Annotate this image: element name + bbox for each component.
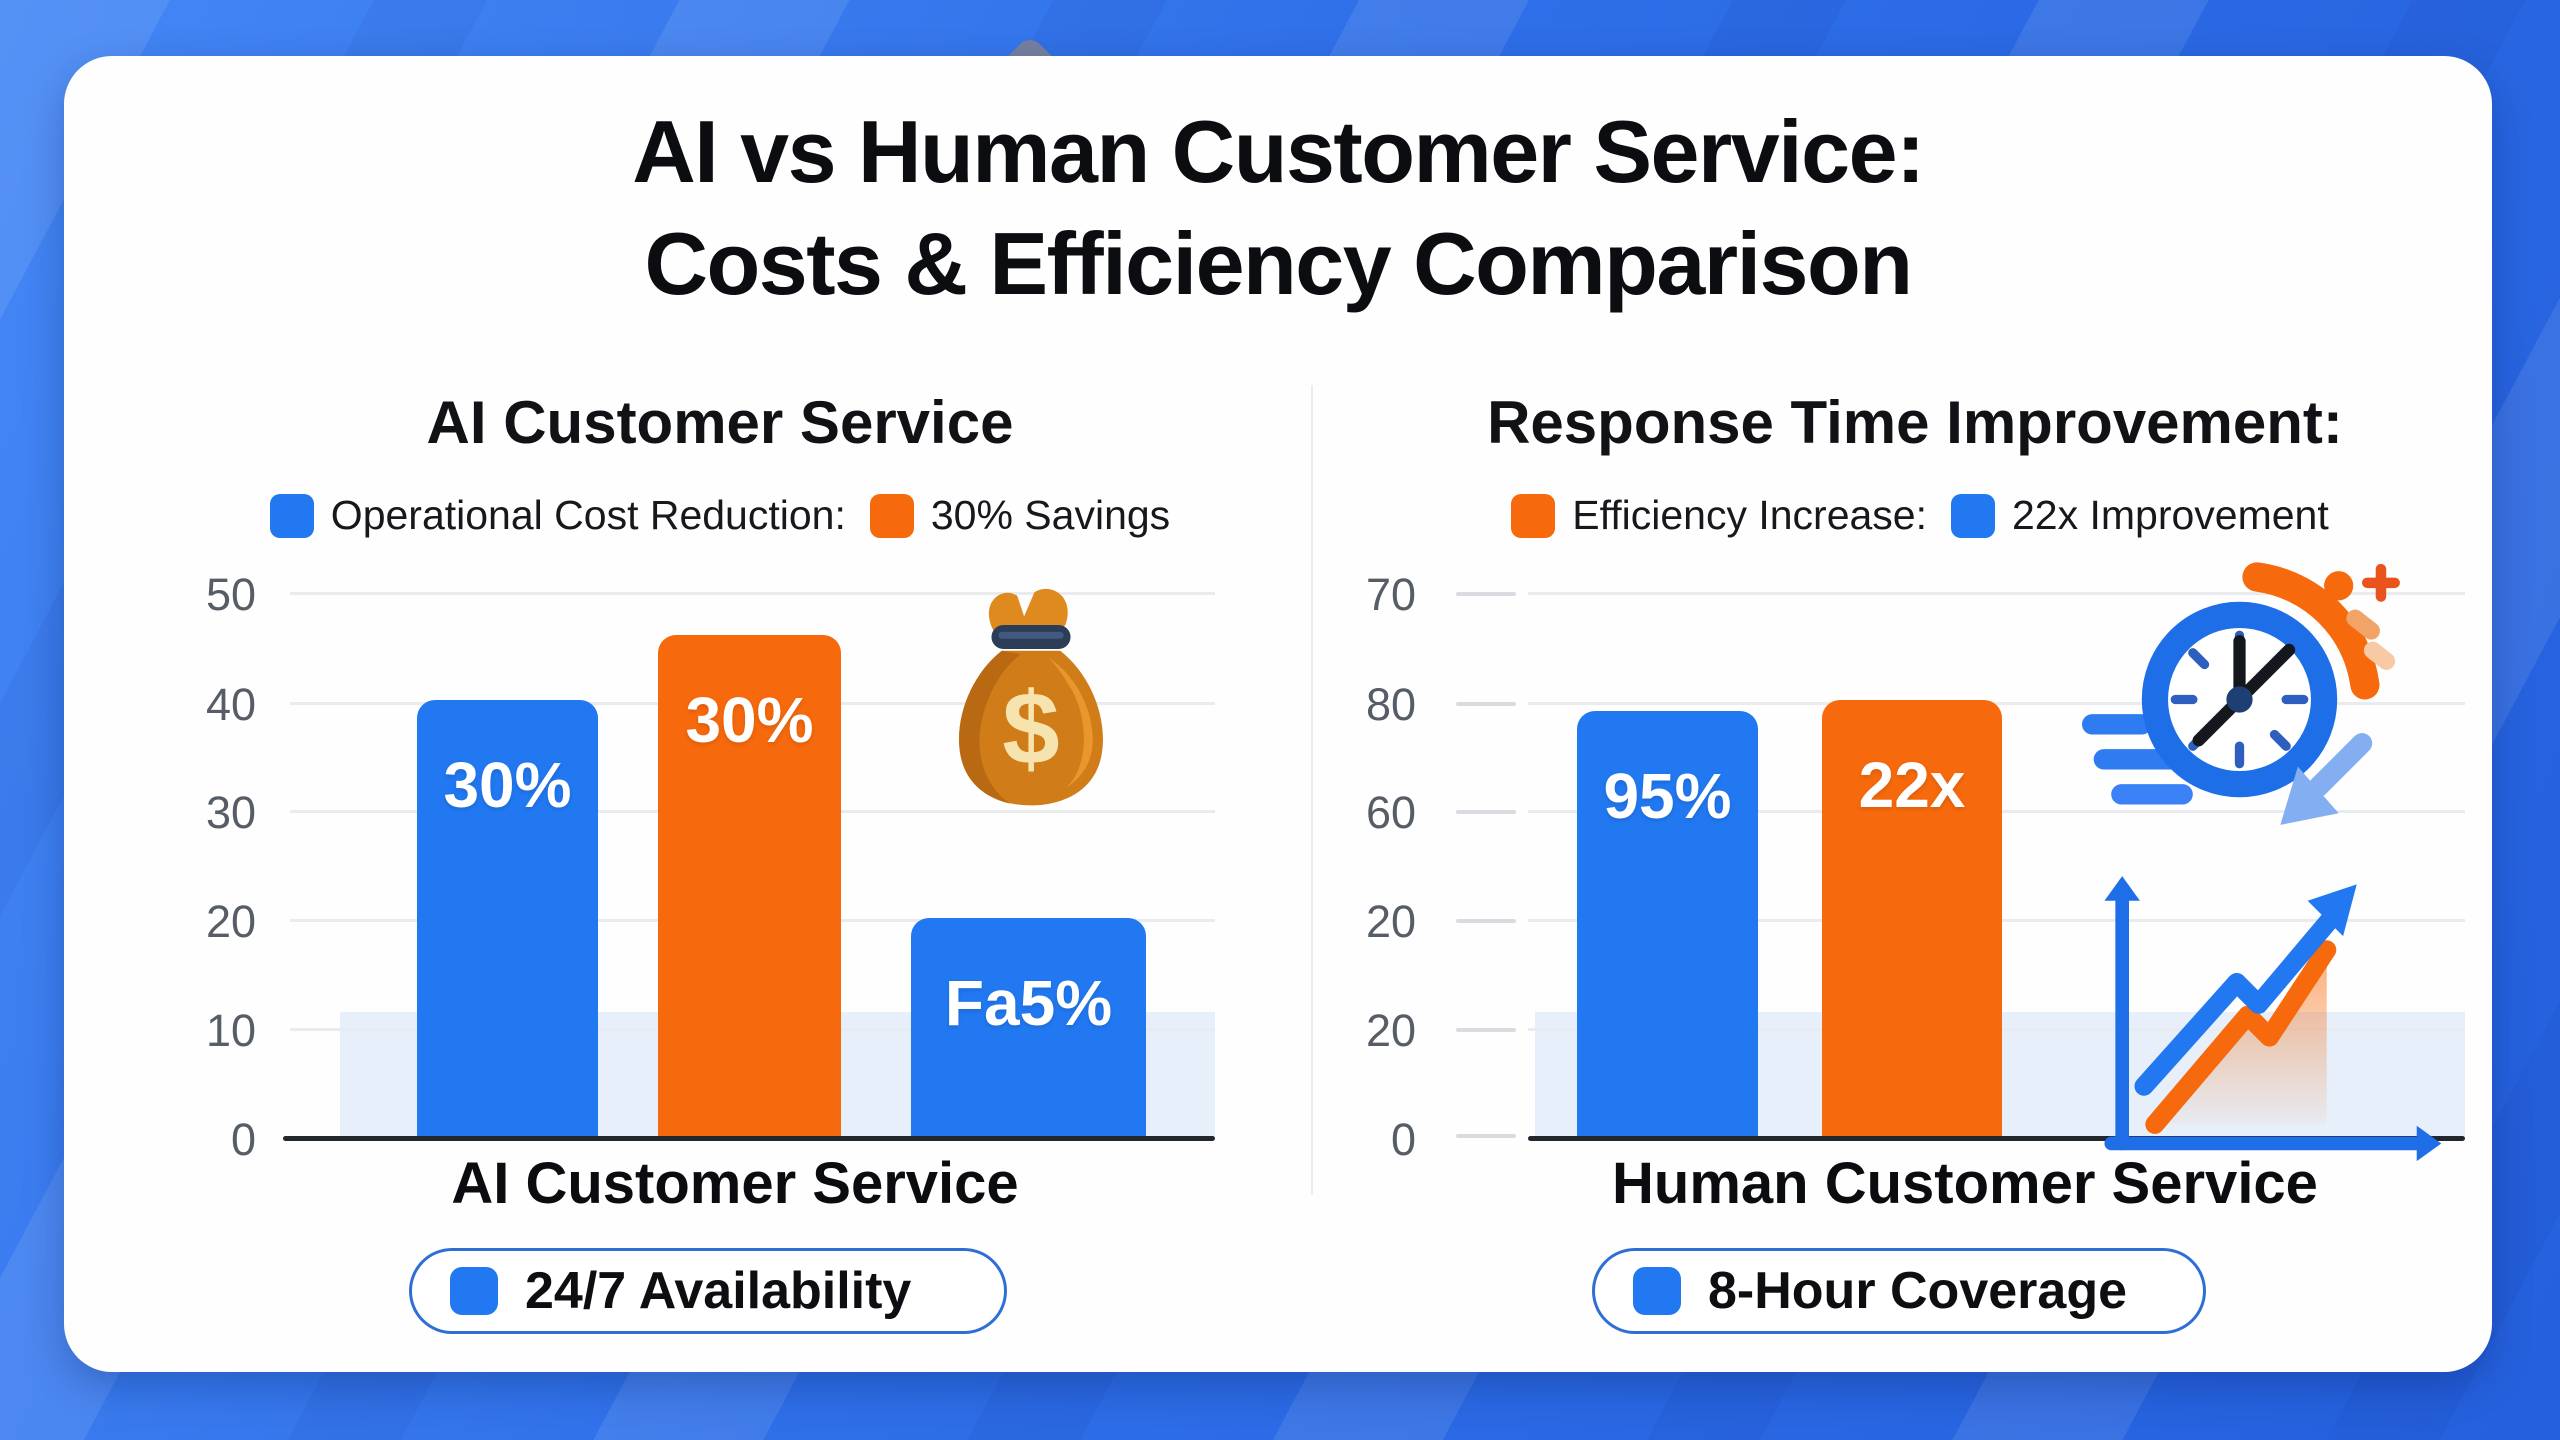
y-axis-tick: 70 (1365, 569, 1416, 620)
main-title-line1: AI vs Human Customer Service: (632, 102, 1925, 201)
panel-divider (1311, 385, 1313, 1195)
y-axis-tick: 80 (1365, 679, 1416, 730)
availability-badge: 24/7 Availability (409, 1248, 1007, 1334)
left-legend: Operational Cost Reduction: 30% Savings (180, 492, 1260, 539)
x-axis-line (1528, 1136, 2465, 1141)
right-legend: Efficiency Increase: 22x Improvement (1400, 492, 2440, 539)
main-title: AI vs Human Customer Service: Costs & Ef… (64, 96, 2492, 320)
right-panel-title: Response Time Improvement: (1487, 389, 2343, 456)
bar-efficiency-orange: 22x (1822, 700, 2002, 1136)
gridline (1528, 592, 2465, 595)
bar-value-label: 30% (685, 684, 814, 756)
blue-legend-swatch (269, 493, 314, 538)
left-x-axis-label: AI Customer Service (451, 1151, 1019, 1216)
x-axis-line (283, 1136, 1215, 1141)
y-axis-tick: 0 (1390, 1114, 1416, 1165)
badge-label: 8-Hour Coverage (1708, 1262, 2127, 1320)
money-bag-icon: $ (945, 582, 1117, 814)
legend-label: 30% Savings (930, 492, 1171, 538)
y-axis-tick-mark (1456, 810, 1516, 814)
badge-label: 24/7 Availability (525, 1262, 912, 1320)
bar-value-label: Fa5% (944, 967, 1113, 1039)
legend-label: 22x Improvement (2012, 492, 2329, 538)
blue-marker-icon (1633, 1267, 1681, 1315)
y-axis-tick-mark (1456, 1028, 1516, 1032)
gridline (1528, 702, 2465, 705)
orange-legend-swatch (1511, 493, 1556, 538)
y-axis-tick: 10 (205, 1005, 256, 1056)
legend-item: 22x Improvement (1951, 492, 2329, 539)
legend-label: Operational Cost Reduction: (330, 492, 846, 538)
blue-marker-icon (450, 1267, 498, 1315)
y-axis-tick-mark (1456, 1134, 1516, 1138)
y-axis-tick: 40 (205, 679, 256, 730)
blue-legend-swatch (1951, 493, 1995, 538)
dollar-sign: $ (1002, 671, 1059, 786)
legend-item: Operational Cost Reduction: (269, 492, 846, 539)
bar-availability-blue: Fa5% (911, 918, 1146, 1136)
y-axis-tick-mark (1456, 592, 1516, 596)
y-axis-tick: 20 (1365, 1005, 1416, 1056)
growth-chart-icon (2058, 868, 2470, 1168)
gridline (290, 592, 1215, 595)
legend-label: Efficiency Increase: (1572, 492, 1927, 538)
main-title-line2: Costs & Efficiency Comparison (644, 214, 1913, 313)
left-panel-title: AI Customer Service (426, 389, 1014, 456)
y-axis-tick-mark (1456, 702, 1516, 706)
legend-item: Efficiency Increase: (1511, 492, 1927, 539)
speed-clock-icon (2082, 552, 2432, 847)
bar-savings-orange: 30% (658, 635, 841, 1136)
legend-item: 30% Savings (869, 492, 1171, 539)
y-axis-tick-mark (1456, 919, 1516, 923)
bar-value-label: 30% (443, 749, 572, 821)
bar-cost-reduction-blue: 30% (417, 700, 598, 1136)
right-x-axis-label: Human Customer Service (1612, 1151, 2318, 1216)
bar-value-label: 95% (1603, 760, 1732, 832)
y-axis-tick: 50 (205, 569, 256, 620)
bar-improvement-blue: 95% (1577, 711, 1758, 1136)
orange-legend-swatch (869, 493, 914, 538)
y-axis-tick: 60 (1365, 787, 1416, 838)
y-axis-tick: 30 (205, 787, 256, 838)
y-axis-tick: 20 (1365, 896, 1416, 947)
bar-value-label: 22x (1858, 749, 1966, 821)
coverage-badge: 8-Hour Coverage (1592, 1248, 2206, 1334)
y-axis-tick: 20 (205, 896, 256, 947)
y-axis-tick: 0 (230, 1114, 256, 1165)
